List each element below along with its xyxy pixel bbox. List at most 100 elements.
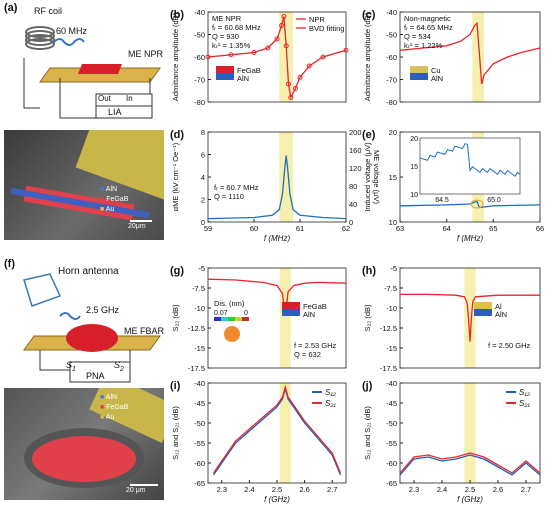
plot-frame: [399, 267, 541, 369]
fbar-resonator-icon: [66, 324, 118, 352]
legend-label: NPR: [309, 15, 325, 24]
wave-icon-f: [59, 312, 81, 320]
ytick-label: -55: [194, 439, 205, 448]
panel-letter-e: (e): [362, 129, 376, 141]
colorbar-cell: [228, 317, 235, 321]
device-label-a: ME NPR: [128, 49, 164, 59]
panel-letter-h: (h): [362, 265, 376, 277]
annotation: Q = 930: [212, 32, 239, 41]
xtick-label: 66: [536, 224, 544, 233]
ytick-label: -15: [194, 344, 205, 353]
data-point: [306, 63, 312, 69]
legend-f-aln: AlN: [105, 394, 118, 401]
annotation: f = 2.50 GHz: [488, 341, 531, 350]
port-s1: S1: [66, 360, 76, 373]
ytick-label: -65: [386, 479, 397, 488]
ytick-label: -50: [386, 31, 397, 40]
ytick-label: -60: [386, 459, 397, 468]
port-s2: S2: [114, 360, 124, 373]
y2tick-label: 120: [349, 164, 362, 173]
pna-box: [69, 361, 131, 383]
ytick-label: -5: [198, 264, 205, 273]
antenna-label: Horn antenna: [58, 266, 119, 277]
data-point: [251, 50, 257, 55]
data-point: [281, 14, 287, 19]
colorbar-cell: [242, 317, 249, 321]
plot-frame: [207, 267, 347, 369]
inset-series-line: [419, 143, 521, 177]
y-axis-label: αME (kV cm⁻¹ Oe⁻¹): [171, 142, 180, 211]
out-label: Out: [98, 94, 111, 103]
colorbar-cell: [214, 317, 221, 321]
annotation: fᵣ = 64.65 MHz: [404, 23, 453, 32]
npr-resonator-icon: [78, 64, 122, 74]
ytick-label: -80: [194, 98, 205, 107]
data-point: [286, 81, 291, 87]
ytick-label: -45: [194, 399, 205, 408]
y2tick-label: 160: [349, 146, 362, 155]
series-line-s1: [399, 452, 541, 474]
highlight-band: [279, 132, 294, 222]
ytick-label: -60: [386, 53, 397, 62]
series-line-c: [399, 21, 541, 85]
xtick-label: 64: [442, 224, 450, 233]
ytick-label: -7.5: [384, 284, 397, 293]
plot-frame: [207, 382, 347, 484]
ytick-label: -50: [194, 419, 205, 428]
fbar-setup-schematic: [23, 273, 161, 383]
panel-letter-j: (j): [362, 380, 373, 392]
legend-label: S₁₂: [325, 388, 336, 397]
material-bottom-layer: [410, 73, 428, 80]
data-point: [279, 23, 285, 28]
chart-g: (g) -17.5 -15 -12.5 -10 -7.5 -5 S₂₂ (dB) f = 2.5…: [170, 264, 347, 373]
y-axis-label: S₁₂ and S₂₁ (dB): [363, 406, 372, 460]
ytick-label: 20: [389, 128, 397, 137]
ytick-label: -70: [386, 76, 397, 85]
inset-ytick: 10: [410, 192, 418, 199]
material-bottom-layer: [216, 73, 234, 80]
inset-xtick: 64.5: [435, 197, 449, 204]
chart-c: (c) -80 -70 -60 -50 -40 Admittance amplitude (…: [362, 8, 541, 107]
legend-label: S₂₁: [519, 399, 530, 408]
highlight-band: [464, 268, 476, 368]
y-axis-label: Induced voltage (μV): [363, 142, 372, 212]
annotation: fᵣ = 60.68 MHz: [212, 23, 261, 32]
series-line-s0: [212, 386, 342, 476]
xtick-label: 2.6: [493, 485, 503, 494]
highlight-band: [279, 12, 294, 102]
xtick-label: 2.3: [409, 485, 419, 494]
ytick-label: -40: [386, 8, 397, 17]
freq-label-a: 60 MHz: [56, 26, 88, 36]
ytick-label: -50: [386, 419, 397, 428]
material-top-label: Cu: [431, 66, 441, 75]
ytick-label: -40: [194, 379, 205, 388]
x-axis-label: f (MHz): [264, 234, 291, 243]
data-point: [283, 43, 289, 49]
series-line-h: [400, 293, 540, 342]
y-axis-label: Admittance amplitude (dB): [171, 12, 180, 101]
y-axis-label: S₂₂ (dB): [171, 304, 180, 332]
ytick-label: -60: [194, 459, 205, 468]
y2-axis-label: ME voltage (μV): [372, 150, 381, 204]
material-bottom-layer: [474, 309, 492, 316]
data-point: [292, 86, 298, 91]
annotation: kₜ² = 1.35%: [212, 41, 251, 50]
in-label: In: [126, 94, 133, 103]
xtick-label: 2.7: [521, 485, 531, 494]
xtick-label: 2.5: [465, 485, 475, 494]
y2tick-label: 0: [349, 218, 353, 227]
data-point: [288, 95, 294, 100]
series-line-s1: [212, 384, 342, 474]
panel-letter-a: (a): [4, 2, 18, 14]
highlight-band: [472, 12, 484, 102]
xtick-label: 2.4: [244, 485, 254, 494]
ytick-label: -12.5: [380, 324, 397, 333]
material-top-label: Al: [495, 302, 502, 311]
ytick-label: 15: [389, 173, 397, 182]
ytick-label: -70: [194, 76, 205, 85]
ytick-label: -55: [386, 439, 397, 448]
ytick-label: -17.5: [188, 364, 205, 373]
legend-a-aln: AlN: [105, 186, 118, 193]
ytick-label: -50: [194, 31, 205, 40]
material-bottom-label: AlN: [237, 74, 249, 83]
